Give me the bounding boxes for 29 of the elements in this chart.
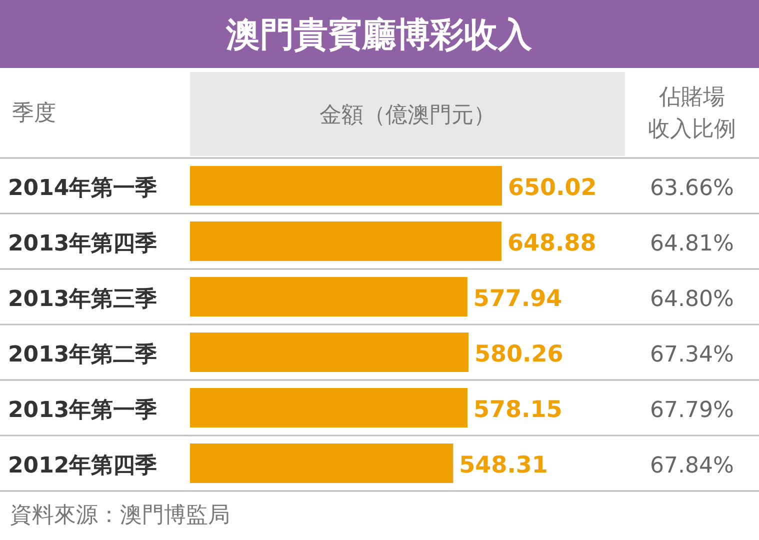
text: 67.84% [650, 453, 734, 478]
x-axis-title: 金額（億澳門元） [320, 103, 496, 128]
y-tick-label: 2013年第一季 [8, 398, 158, 423]
text: 63.66% [650, 176, 734, 201]
y-tick-label: 2013年第三季 [8, 286, 158, 312]
data-label: 578.15 [474, 396, 562, 423]
text: 67.79% [650, 398, 734, 423]
bar [190, 222, 502, 261]
chart-title: 澳門貴賓廳博彩收入 [225, 15, 533, 55]
y-tick-label: 2012年第四季 [8, 453, 158, 478]
text: 64.81% [650, 231, 734, 256]
data-label: 577.94 [473, 286, 562, 312]
y-tick-label: 2014年第一季 [8, 176, 158, 201]
data-label: 650.02 [508, 174, 597, 201]
y-tick-label: 2013年第四季 [8, 231, 158, 256]
bar [190, 277, 468, 316]
text: 67.34% [650, 342, 734, 368]
data-label: 580.26 [474, 341, 564, 368]
bar [190, 166, 502, 206]
y-axis-title: 季度 [12, 101, 56, 126]
data-label: 648.88 [507, 230, 596, 256]
y-tick-label: 2013年第二季 [8, 342, 158, 368]
bar [190, 444, 454, 483]
source-note: 資料來源：澳門博監局 [10, 503, 230, 528]
bar [190, 332, 469, 372]
text: 佔賭場收入比例 [648, 85, 736, 142]
data-label: 548.31 [459, 452, 548, 478]
text: 64.80% [650, 286, 734, 312]
bar [190, 388, 468, 428]
